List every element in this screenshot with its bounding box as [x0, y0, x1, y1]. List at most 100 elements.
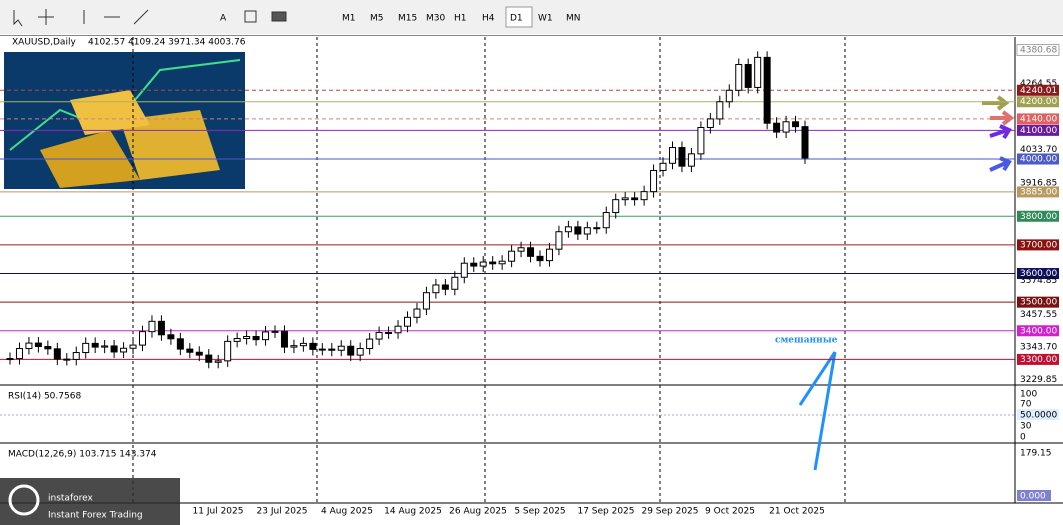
- price-tag: [1017, 353, 1059, 365]
- candle: [432, 284, 440, 294]
- crosshair-tool[interactable]: [38, 9, 54, 25]
- text-label-tool[interactable]: A: [220, 14, 227, 24]
- logo-tagline: Instant Forex Trading: [48, 511, 143, 521]
- candle: [120, 347, 128, 353]
- date-label: 4 Aug 2025: [321, 507, 373, 517]
- date-label: 21 Oct 2025: [769, 507, 825, 517]
- timeframe[interactable]: D1: [510, 14, 523, 24]
- candle: [82, 342, 90, 354]
- logo: instaforex: [48, 494, 93, 504]
- candle: [347, 345, 355, 356]
- date-label: 11 Jul 2025: [193, 507, 244, 517]
- date-label: 5 Sep 2025: [514, 507, 565, 517]
- price-label: 4200.00: [1020, 97, 1057, 107]
- candle: [224, 340, 232, 362]
- price-tag: [1017, 210, 1059, 222]
- timeframe[interactable]: MN: [566, 14, 581, 24]
- symbol: XAUUSD,Daily: [12, 38, 76, 48]
- timeframe[interactable]: H1: [454, 14, 467, 24]
- price-label: 3574.85: [1020, 276, 1057, 286]
- trendline-tool[interactable]: [133, 9, 149, 25]
- timeframe[interactable]: H4: [482, 14, 495, 24]
- candle: [25, 342, 33, 350]
- price-label: 4033.70: [1020, 145, 1057, 155]
- timeframe[interactable]: M30: [426, 14, 445, 24]
- candle: [394, 325, 402, 334]
- candle: [44, 346, 52, 350]
- text-tool[interactable]: [244, 10, 257, 23]
- timeframe[interactable]: W1: [538, 14, 553, 24]
- price-tag: [1016, 44, 1060, 57]
- cursor-tool[interactable]: [13, 10, 23, 27]
- candle: [640, 191, 648, 201]
- price-label: 4380.68: [1020, 46, 1057, 56]
- candle: [678, 147, 686, 167]
- candle: [63, 358, 71, 361]
- candle: [366, 338, 374, 350]
- candle: [687, 153, 695, 167]
- date-label: 17 Sep 2025: [577, 507, 634, 517]
- rsi-label: RSI(14) 50.7568: [8, 392, 81, 402]
- candle: [527, 247, 535, 257]
- candle: [801, 126, 809, 159]
- candle: [15, 348, 23, 360]
- candle: [337, 345, 345, 351]
- candle: [271, 330, 279, 333]
- frame: [0, 35, 1063, 36]
- candle: [309, 342, 317, 350]
- rsi-scale: 100: [1020, 390, 1037, 400]
- date-label: 14 Aug 2025: [384, 507, 442, 517]
- price-label: 3300.00: [1020, 355, 1057, 365]
- candle: [129, 344, 137, 349]
- candle: [404, 316, 411, 327]
- candle: [517, 247, 525, 252]
- candle: [602, 212, 610, 229]
- price-label: 3343.70: [1020, 342, 1057, 352]
- candle: [186, 348, 194, 353]
- macd-tag: [1017, 490, 1051, 501]
- shape-tool[interactable]: [271, 11, 287, 22]
- candle: [214, 360, 222, 363]
- timeframe[interactable]: M1: [342, 14, 356, 24]
- candle: [659, 162, 667, 171]
- candle: [631, 197, 639, 201]
- candle: [508, 250, 516, 262]
- candle: [252, 336, 260, 341]
- candle: [139, 331, 146, 346]
- logo-mark: [8, 484, 40, 516]
- candle: [299, 342, 307, 347]
- price-label: 3885.00: [1020, 187, 1057, 197]
- candle: [328, 348, 336, 351]
- candle: [470, 262, 478, 267]
- price-tag: [1017, 296, 1059, 308]
- candle: [290, 345, 298, 348]
- candle: [773, 122, 781, 133]
- price-tag: [1017, 153, 1059, 165]
- candle: [697, 127, 705, 155]
- price-label: 3916.85: [1020, 178, 1057, 188]
- macd-scale: 179.15: [1020, 449, 1052, 459]
- price-label: 3457.55: [1020, 310, 1057, 320]
- date-label: 9 Oct 2025: [705, 507, 755, 517]
- candle: [148, 320, 156, 333]
- candle: [34, 342, 42, 348]
- candle: [763, 56, 771, 124]
- timeframe[interactable]: M15: [398, 14, 417, 24]
- candle: [545, 248, 553, 262]
- annotation: смешанные: [775, 336, 838, 346]
- rsi-scale: 30: [1020, 422, 1032, 432]
- candle: [564, 226, 572, 233]
- price-label: 4140.00: [1020, 114, 1057, 124]
- price-label: 3700.00: [1020, 240, 1057, 250]
- price-label: 4240.01: [1020, 86, 1057, 96]
- candle: [72, 352, 80, 360]
- candle: [243, 336, 251, 340]
- price-tag: [1017, 325, 1059, 337]
- candle: [612, 199, 620, 214]
- price-label: 4264.55: [1020, 79, 1057, 89]
- timeframe[interactable]: M5: [370, 14, 384, 24]
- candle: [725, 89, 733, 103]
- tf-active: [505, 6, 533, 28]
